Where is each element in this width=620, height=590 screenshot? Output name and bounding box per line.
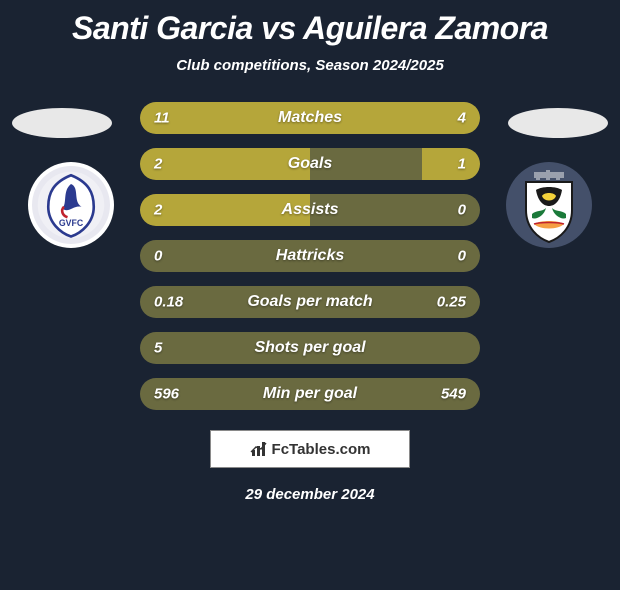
stat-row: 0 0 Hattricks	[140, 240, 480, 272]
stat-bar-right	[422, 148, 480, 180]
stat-value-left: 596	[154, 386, 179, 403]
team-logo-right	[506, 162, 592, 248]
stat-value-right: 4	[458, 110, 466, 127]
stat-label: Goals	[288, 155, 332, 173]
stat-row: 2 1 Goals	[140, 148, 480, 180]
stat-row: 5 Shots per goal	[140, 332, 480, 364]
watermark-text: FcTables.com	[272, 441, 371, 458]
stat-bars: 11 4 Matches 2 1 Goals 2 0 Assists 0 0 Hattricks 0.1…	[140, 102, 480, 410]
stat-value-left: 11	[154, 110, 170, 127]
stat-value-right: 0	[458, 202, 466, 219]
stat-label: Min per goal	[263, 385, 357, 403]
stat-value-right: 0	[458, 248, 466, 265]
player-shadow-right	[508, 108, 608, 138]
stat-label: Goals per match	[247, 293, 372, 311]
stat-row: 596 549 Min per goal	[140, 378, 480, 410]
stat-value-right: 0.25	[437, 294, 466, 311]
date-label: 29 december 2024	[0, 486, 620, 503]
stat-label: Shots per goal	[254, 339, 365, 357]
stat-bar-left	[140, 102, 388, 134]
watermark: FcTables.com	[210, 430, 410, 468]
svg-text:GVFC: GVFC	[59, 218, 84, 228]
stat-value-left: 5	[154, 340, 162, 357]
subtitle: Club competitions, Season 2024/2025	[0, 57, 620, 74]
stat-row: 11 4 Matches	[140, 102, 480, 134]
stat-row: 2 0 Assists	[140, 194, 480, 226]
stat-label: Hattricks	[276, 247, 344, 265]
stat-value-left: 0.18	[154, 294, 183, 311]
stat-bar-right	[388, 102, 480, 134]
page-title: Santi Garcia vs Aguilera Zamora	[0, 10, 620, 47]
stat-label: Matches	[278, 109, 342, 127]
stat-value-left: 2	[154, 202, 162, 219]
stat-value-right: 1	[458, 156, 466, 173]
comparison-panel: GVFC 11 4 Matches 2 1 Goals 2 0 Assists 0 0 Hattric…	[0, 102, 620, 410]
stat-bar-left	[140, 148, 310, 180]
stat-row: 0.18 0.25 Goals per match	[140, 286, 480, 318]
stat-value-left: 2	[154, 156, 162, 173]
chart-icon	[250, 440, 268, 458]
stat-value-left: 0	[154, 248, 162, 265]
rioave-crest-icon	[506, 162, 592, 248]
player-shadow-left	[12, 108, 112, 138]
stat-value-right: 549	[441, 386, 466, 403]
team-logo-left: GVFC	[28, 162, 114, 248]
gvfc-crest-icon: GVFC	[32, 166, 110, 244]
stat-label: Assists	[282, 201, 339, 219]
